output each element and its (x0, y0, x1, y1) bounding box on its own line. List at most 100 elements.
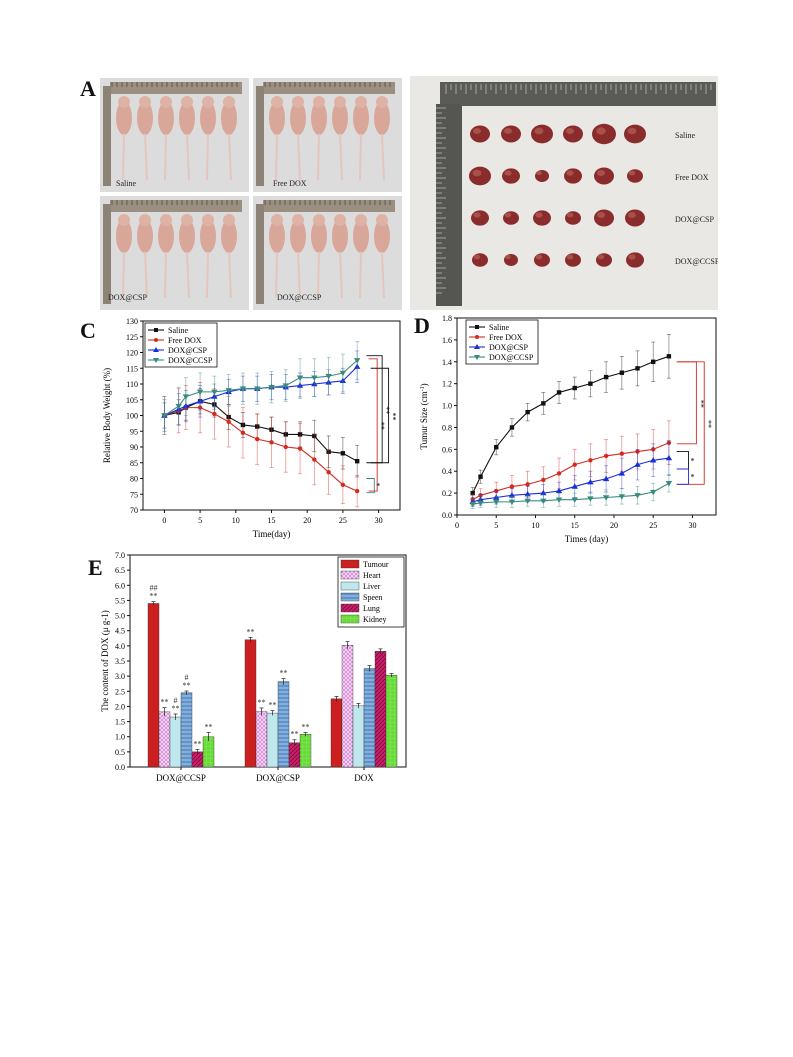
series-dox-ccsp (161, 341, 361, 435)
photo-a-ruler-side (103, 86, 111, 186)
series-line (472, 355, 670, 494)
tumour-highlight (628, 254, 636, 260)
y-axis-label: The content of DOX (μ g-1) (100, 610, 110, 712)
bar-speen (363, 668, 376, 768)
y-tick-label: 125 (126, 333, 138, 342)
data-point (353, 358, 361, 364)
mouse-body (116, 101, 132, 135)
tumour (596, 253, 612, 267)
mouse-tail (228, 251, 232, 299)
mouse-tail (275, 251, 278, 299)
mouse-body (158, 219, 174, 253)
data-point (354, 458, 360, 464)
y-tick-label: 105 (126, 396, 138, 405)
x-tick-label: 30 (688, 521, 696, 530)
bracket (366, 478, 375, 494)
tumour-highlight (597, 170, 605, 176)
mouse-tail (186, 251, 190, 299)
y-tick-label: 0.2 (442, 489, 452, 498)
mouse-head (313, 214, 325, 226)
bar-speen (277, 681, 290, 768)
y-tick-label: 0.5 (115, 748, 125, 757)
mouse-body (221, 219, 237, 253)
x-tick-label: 15 (268, 516, 276, 525)
tumour (533, 210, 551, 226)
tumour-highlight (566, 254, 574, 260)
y-tick-label: 85 (130, 459, 138, 468)
mouse-head (334, 96, 346, 108)
data-point (312, 457, 317, 462)
y-tick-label: 70 (130, 506, 138, 515)
data-point (494, 444, 499, 450)
data-point (240, 430, 246, 436)
tumour (624, 124, 646, 144)
data-point (154, 328, 158, 332)
data-point (475, 335, 479, 339)
photo-a-caption: DOX@CCSP (277, 293, 322, 302)
panel-label-c: C (80, 318, 96, 343)
y-tick-label: 5.0 (115, 612, 125, 621)
x-tick-label: 10 (232, 516, 240, 525)
legend-label: Lung (363, 604, 380, 613)
data-point (524, 498, 531, 504)
tumour (469, 166, 491, 186)
mouse-head (139, 214, 151, 226)
mouse-head (181, 96, 193, 108)
significance-mark: ** (302, 722, 310, 731)
y-tick-label: 120 (126, 349, 138, 358)
photo-b-row-label: Free DOX (675, 173, 709, 182)
legend-label: Heart (363, 571, 382, 580)
mouse-body (311, 101, 327, 135)
photo-a-mice-groups: Saline Free DOX DOX@CSP DOX@CCSP (98, 76, 404, 310)
significance-mark: * (376, 482, 380, 491)
data-point (154, 338, 158, 342)
x-category-label: DOX@CCSP (156, 773, 206, 783)
data-point (588, 381, 593, 386)
significance-mark: ** (205, 722, 213, 731)
data-point (541, 401, 546, 406)
tumour (594, 167, 614, 185)
data-point (508, 499, 516, 506)
bracket (366, 355, 383, 464)
significance-mark: ** (280, 669, 288, 678)
bar-liver (266, 712, 279, 768)
mouse-body (374, 101, 390, 135)
y-axis-label: Relative Body Weight (%) (102, 368, 112, 463)
chart-d-tumour-size: 0 5 10 15 20 25 30 0.0 0.2 0.4 0.6 0.8 1.0 1.2 1.4 1.6 1… (419, 314, 717, 544)
data-point (474, 355, 480, 360)
bar-tumour (147, 603, 160, 768)
tumour-highlight (473, 254, 481, 260)
data-point (572, 462, 577, 467)
y-tick-label: 100 (126, 412, 138, 421)
mouse-tail (359, 133, 362, 181)
bracket (676, 451, 689, 470)
tumour (503, 211, 519, 225)
data-point (618, 470, 626, 476)
x-tick-label: 5 (494, 521, 498, 530)
significance-mark: ** (150, 592, 158, 601)
y-tick-label: 1.0 (442, 402, 452, 411)
data-point (212, 411, 217, 417)
data-point (175, 403, 182, 410)
data-point (634, 493, 641, 499)
bar-tumour (244, 639, 257, 768)
tumour (592, 123, 616, 145)
tumour (471, 210, 489, 226)
photo-a-ruler (110, 200, 242, 212)
data-point (477, 500, 484, 507)
x-tick-label: 5 (198, 516, 202, 525)
y-tick-label: 95 (130, 427, 138, 436)
mouse-head (223, 96, 235, 108)
series-line (472, 442, 670, 501)
data-point (556, 390, 562, 395)
x-tick-label: 15 (571, 521, 579, 530)
photo-b-excised-tumours: Saline Free DOX DOX@CSP DOX@CCSP (410, 76, 718, 310)
x-axis-label: Times (day) (565, 534, 608, 544)
y-tick-label: 1.8 (442, 314, 452, 323)
data-point (635, 366, 640, 371)
legend-swatch (340, 592, 360, 602)
bracket (676, 468, 689, 485)
tumour-highlight (535, 254, 543, 260)
y-tick-label: 4.0 (115, 642, 125, 651)
legend-label: Speen (363, 593, 383, 602)
